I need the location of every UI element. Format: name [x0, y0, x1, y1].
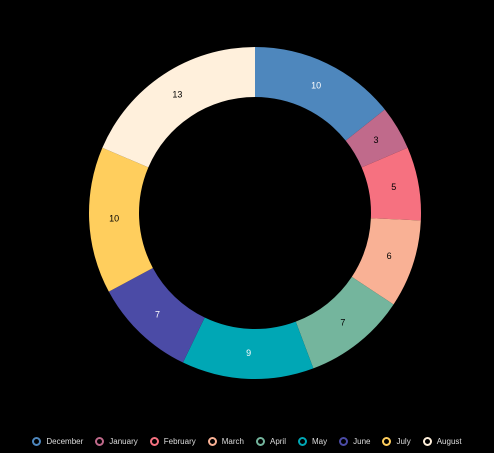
slice-label-february: 5: [391, 182, 396, 192]
legend-item-december[interactable]: December: [32, 436, 84, 446]
slice-label-april: 7: [340, 318, 345, 328]
legend-marker-icon: [149, 436, 159, 446]
chart-legend: December January February March April May June…: [0, 433, 494, 449]
legend-label: January: [109, 436, 138, 446]
slice-july[interactable]: [88, 147, 153, 292]
slice-december[interactable]: [255, 47, 385, 141]
legend-marker-icon: [207, 436, 217, 446]
legend-label: May: [312, 436, 328, 446]
slice-june[interactable]: [108, 267, 205, 363]
legend-marker-icon: [298, 436, 307, 446]
slice-label-january: 3: [374, 135, 379, 145]
legend-marker-icon: [382, 436, 392, 446]
legend-marker-icon: [339, 436, 349, 446]
slice-label-march: 6: [387, 251, 392, 261]
legend-item-july[interactable]: July: [382, 436, 411, 446]
legend-item-august[interactable]: August: [422, 436, 462, 446]
slice-label-june: 7: [155, 309, 160, 319]
legend-marker-icon: [422, 436, 432, 446]
legend-label: December: [46, 436, 84, 446]
legend-label: February: [163, 436, 196, 446]
slice-label-july: 10: [109, 214, 119, 224]
slice-label-august: 13: [172, 90, 182, 100]
slice-label-december: 10: [311, 80, 321, 90]
legend-item-january[interactable]: January: [95, 436, 138, 446]
legend-label: April: [269, 436, 286, 446]
legend-label: August: [436, 436, 462, 446]
slice-may[interactable]: [182, 317, 314, 379]
legend-label: July: [396, 436, 411, 446]
legend-item-february[interactable]: February: [149, 436, 196, 446]
slice-january[interactable]: [345, 109, 408, 168]
legend-item-april[interactable]: April: [255, 436, 286, 446]
legend-item-may[interactable]: May: [298, 436, 328, 446]
slice-april[interactable]: [295, 276, 394, 369]
legend-marker-icon: [95, 436, 105, 446]
slice-label-may: 9: [246, 348, 251, 358]
legend-marker-icon: [32, 436, 42, 446]
legend-item-march[interactable]: March: [207, 436, 244, 446]
legend-item-june[interactable]: June: [339, 436, 371, 446]
legend-label: March: [221, 436, 244, 446]
slice-august[interactable]: [102, 47, 255, 168]
legend-marker-icon: [255, 436, 265, 446]
slice-labels-group: 10 3 5 6 7 9 7 10 13: [109, 80, 396, 358]
legend-label: June: [353, 436, 371, 446]
slice-march[interactable]: [351, 218, 421, 305]
slices-group: [88, 47, 421, 379]
slice-february[interactable]: [361, 147, 421, 221]
